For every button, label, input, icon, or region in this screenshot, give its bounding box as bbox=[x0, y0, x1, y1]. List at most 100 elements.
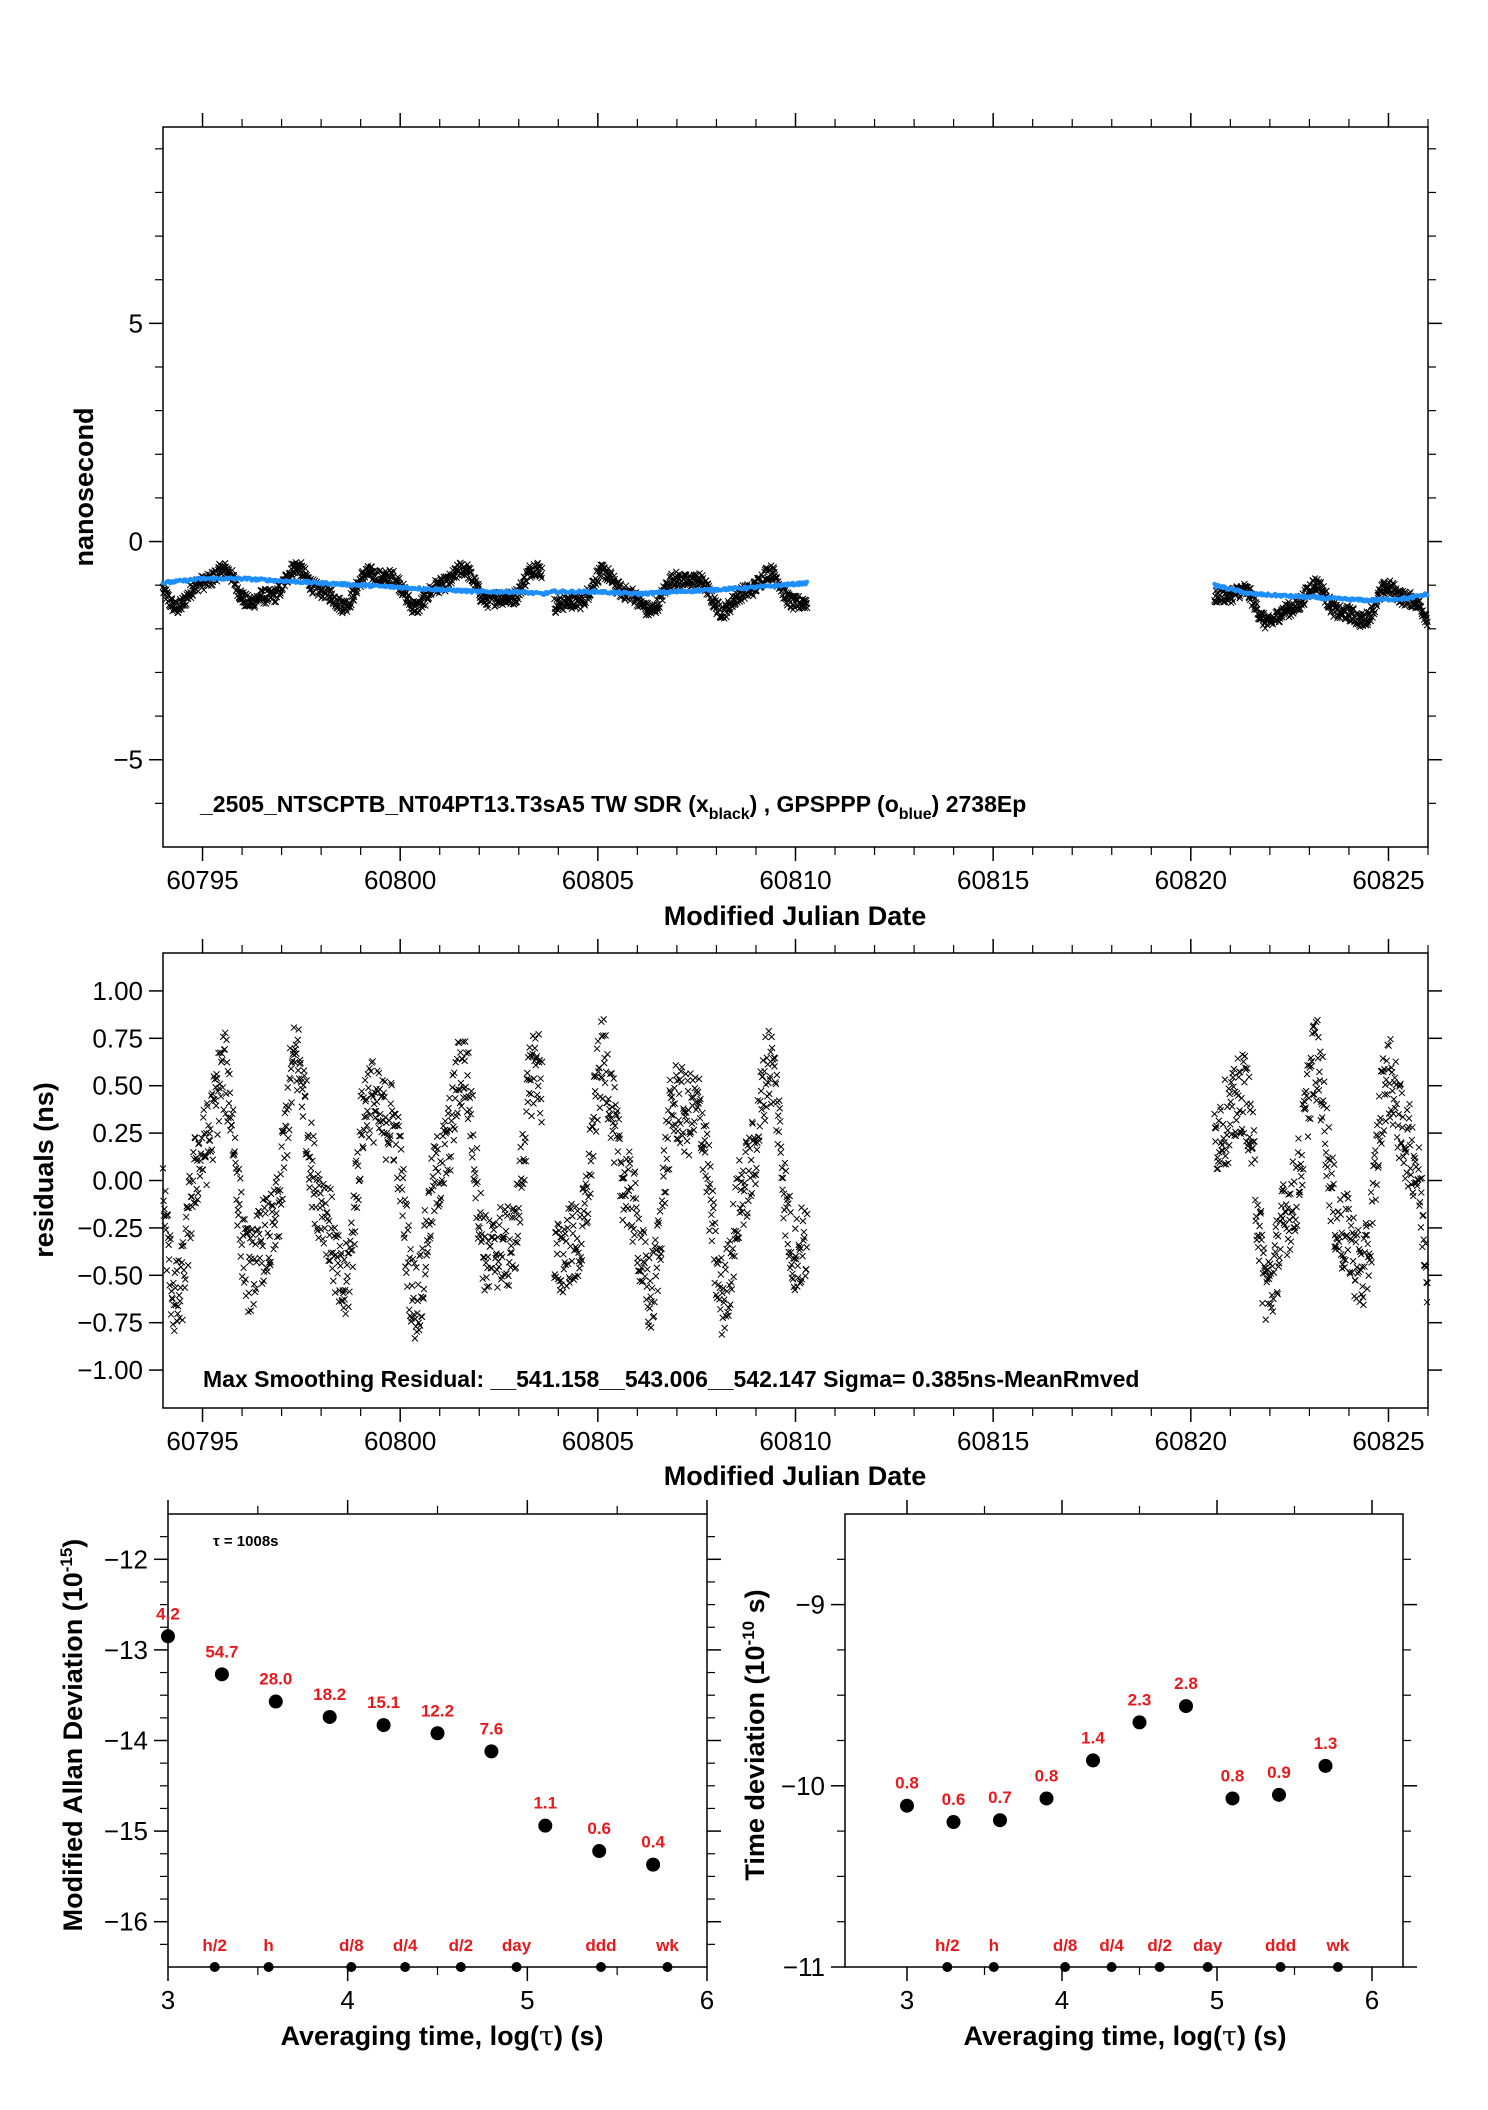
deviation-point-label: 0.8 bbox=[1035, 1766, 1059, 1785]
residual-point bbox=[187, 1193, 195, 1201]
y-tick-label: −0.50 bbox=[77, 1260, 143, 1290]
residual-point bbox=[1392, 1058, 1400, 1066]
residual-point bbox=[561, 1230, 569, 1238]
residual-point bbox=[277, 1170, 284, 1178]
y-tick-label: −15 bbox=[104, 1816, 148, 1846]
deviation-point bbox=[1086, 1753, 1100, 1768]
tw-sdr-point bbox=[1229, 598, 1237, 605]
residual-point bbox=[422, 1263, 430, 1271]
residual-point bbox=[221, 1046, 229, 1053]
residual-point bbox=[471, 1169, 479, 1177]
tw-sdr-point bbox=[1421, 618, 1429, 626]
residual-point bbox=[450, 1069, 458, 1077]
residual-point bbox=[777, 1149, 784, 1156]
residual-point bbox=[447, 1152, 455, 1160]
residual-point bbox=[594, 1116, 601, 1124]
residual-point bbox=[182, 1225, 190, 1233]
residual-point bbox=[286, 1044, 294, 1052]
residual-point bbox=[600, 1015, 608, 1023]
interval-marker-label: wk bbox=[655, 1936, 679, 1955]
residuals-chart: 60795 60800 60805 60810 60815 60820 60825 −1.00… bbox=[29, 939, 1442, 1491]
residual-point bbox=[1259, 1299, 1266, 1307]
residual-point bbox=[1360, 1301, 1367, 1309]
top-data bbox=[159, 558, 1431, 632]
residual-point bbox=[517, 1143, 525, 1151]
tw-sdr-point bbox=[749, 592, 757, 600]
residual-point bbox=[536, 1109, 544, 1117]
residual-point bbox=[347, 1219, 355, 1227]
tw-sdr-point bbox=[1317, 578, 1325, 586]
tw-sdr-point bbox=[1370, 610, 1378, 618]
residual-point bbox=[477, 1189, 485, 1197]
residual-point bbox=[1254, 1201, 1262, 1209]
tdev-chart: 3 4 5 6 −11 −10 −9 0.8 0.6 0.7 0.8 1.4 2.3 2.8 0.8 0.9… bbox=[739, 1500, 1417, 2052]
residual-point bbox=[589, 1123, 597, 1131]
residual-point bbox=[1330, 1161, 1338, 1168]
residual-point bbox=[531, 1044, 539, 1052]
x-tick-label: 3 bbox=[900, 1985, 914, 2015]
deviation-point bbox=[1039, 1791, 1054, 1806]
residual-point bbox=[569, 1212, 576, 1220]
residual-point bbox=[703, 1130, 711, 1138]
residual-point bbox=[799, 1217, 807, 1225]
residual-point bbox=[494, 1284, 501, 1291]
residual-point bbox=[678, 1078, 685, 1086]
residual-point bbox=[404, 1259, 412, 1266]
residual-point bbox=[514, 1232, 522, 1240]
residual-point bbox=[1324, 1163, 1331, 1171]
residual-point bbox=[223, 1036, 230, 1044]
residual-point bbox=[1419, 1211, 1427, 1219]
residual-point bbox=[169, 1320, 177, 1328]
residual-point bbox=[466, 1106, 473, 1114]
x-tick-label: 60810 bbox=[759, 865, 831, 895]
residual-point bbox=[292, 1041, 300, 1049]
residual-point bbox=[1344, 1246, 1352, 1254]
residual-point bbox=[794, 1262, 802, 1270]
residual-point bbox=[496, 1214, 504, 1222]
residual-point bbox=[648, 1284, 656, 1292]
residual-point bbox=[588, 1172, 595, 1179]
tw-sdr-point bbox=[1320, 583, 1327, 590]
residual-point bbox=[516, 1219, 524, 1226]
residual-point bbox=[775, 1097, 783, 1104]
residual-point bbox=[702, 1172, 710, 1180]
residual-point bbox=[1389, 1121, 1397, 1128]
residual-point bbox=[573, 1235, 581, 1242]
residual-point bbox=[370, 1100, 378, 1108]
residual-point bbox=[753, 1164, 760, 1172]
deviation-point bbox=[1272, 1787, 1286, 1802]
residual-point bbox=[768, 1033, 775, 1041]
deviation-point bbox=[538, 1818, 553, 1833]
residual-point bbox=[615, 1115, 623, 1123]
residual-point bbox=[653, 1264, 661, 1272]
tw-sdr-point bbox=[535, 562, 543, 570]
residual-point bbox=[645, 1254, 653, 1262]
residual-point bbox=[401, 1196, 409, 1204]
residual-point bbox=[765, 1090, 773, 1098]
tw-sdr-point bbox=[301, 565, 309, 572]
tw-sdr-point bbox=[522, 582, 529, 590]
residual-point bbox=[1314, 1016, 1321, 1024]
residual-point bbox=[1292, 1216, 1300, 1224]
residual-point bbox=[621, 1169, 628, 1176]
interval-marker bbox=[400, 1962, 411, 1972]
residual-point bbox=[203, 1181, 210, 1189]
residual-point bbox=[175, 1291, 183, 1299]
tw-sdr-point bbox=[736, 598, 744, 606]
residual-point bbox=[355, 1196, 362, 1204]
residual-point bbox=[400, 1165, 407, 1173]
residual-point bbox=[441, 1140, 449, 1148]
residual-point bbox=[399, 1212, 406, 1220]
residual-point bbox=[1408, 1136, 1416, 1144]
residual-point bbox=[1217, 1106, 1225, 1114]
residual-point bbox=[739, 1201, 747, 1208]
tw-sdr-point bbox=[597, 573, 604, 580]
mdev-x-axis-label: Averaging time, log(τ) (s) bbox=[281, 2021, 604, 2052]
residual-point bbox=[1250, 1127, 1258, 1134]
residual-point bbox=[578, 1240, 585, 1248]
residual-point bbox=[1406, 1141, 1414, 1149]
residual-point bbox=[801, 1272, 809, 1280]
residual-point bbox=[1254, 1243, 1262, 1251]
residual-point bbox=[553, 1240, 561, 1247]
